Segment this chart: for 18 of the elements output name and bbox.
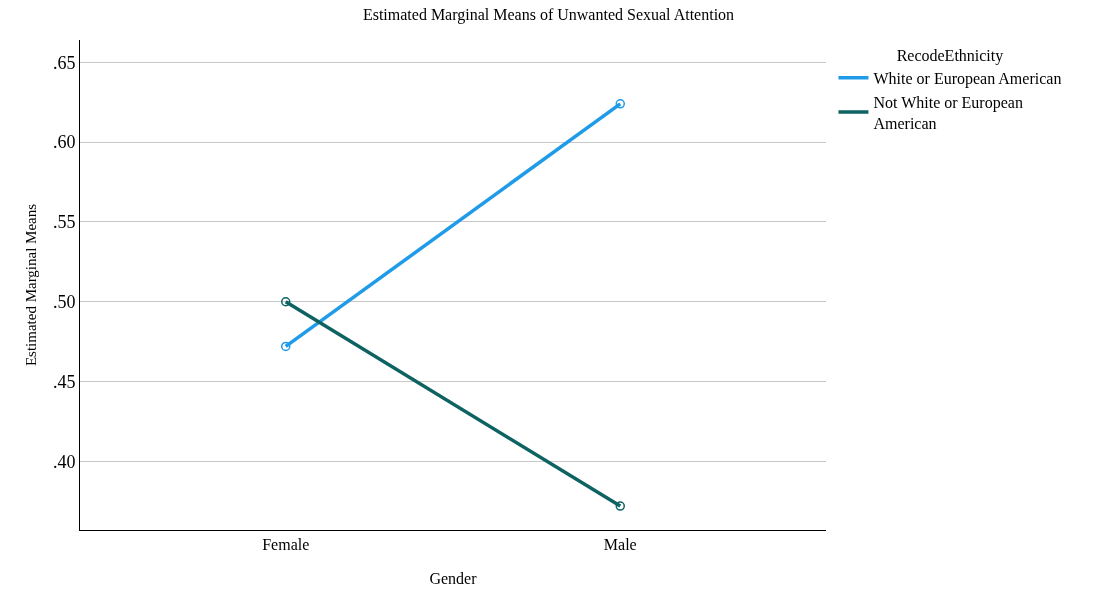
y-tick-label: .60 — [52, 132, 76, 153]
point — [280, 341, 291, 352]
x-tick-label: Female — [262, 536, 310, 554]
y-tick-label: .65 — [52, 52, 76, 73]
chart-title: Estimated Marginal Means of Unwanted Sexual Attention — [362, 6, 735, 25]
point — [615, 99, 626, 109]
y-tick-label: .45 — [52, 371, 76, 392]
y-tick-label: .40 — [52, 451, 76, 472]
legend-title: RecodeEthnicity — [896, 46, 1004, 65]
y-tick-label: .50 — [52, 292, 76, 313]
y-tick-label: .55 — [52, 212, 76, 233]
legend-label: White or European American — [873, 69, 1062, 88]
x-axis-title: Gender — [429, 569, 478, 587]
legend-label: Not White or European American — [873, 93, 1023, 132]
point — [280, 297, 291, 307]
point — [615, 501, 626, 511]
y-axis-title: Estimated Marginal Means — [23, 203, 40, 367]
x-tick-label: Male — [603, 536, 637, 554]
